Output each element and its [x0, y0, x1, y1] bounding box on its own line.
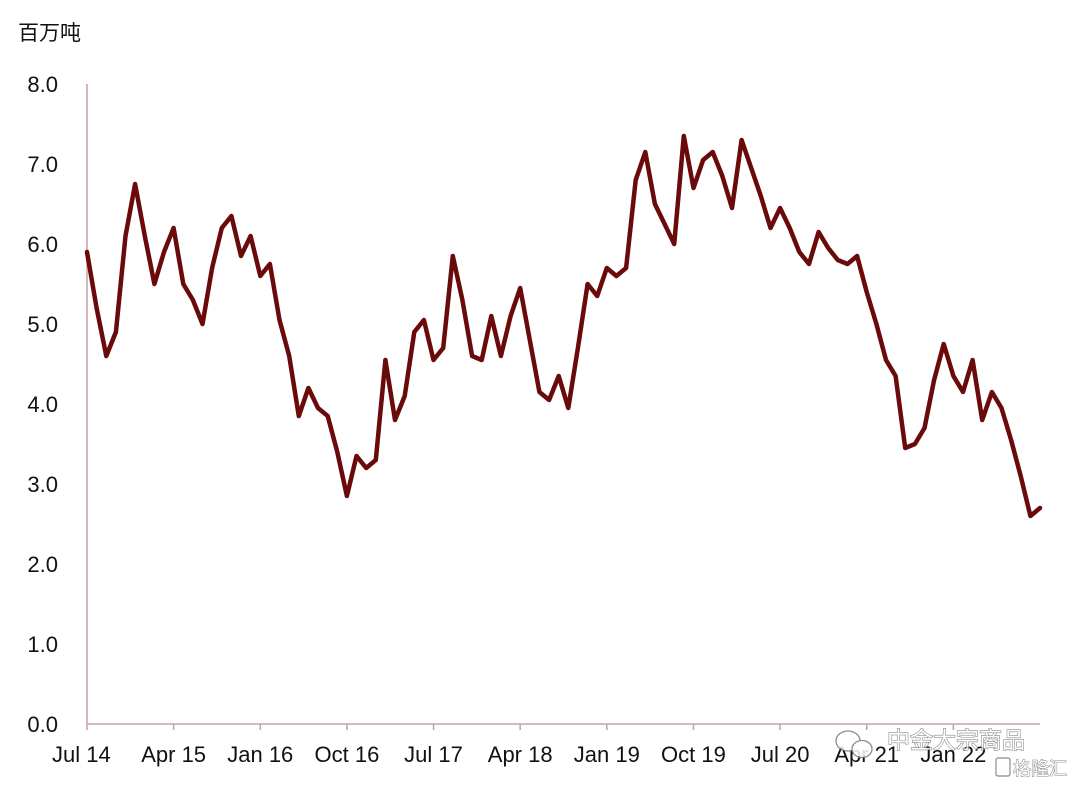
- watermark: 中金大宗商品 格隆汇: [835, 727, 1068, 781]
- y-tick-label: 5.0: [27, 312, 58, 337]
- y-tick-label: 3.0: [27, 472, 58, 497]
- y-axis-unit-label: 百万吨: [18, 21, 81, 45]
- y-tick-label: 8.0: [27, 72, 58, 97]
- y-tick-label: 1.0: [27, 632, 58, 657]
- y-axis-ticks: 0.0 1.0 2.0 3.0 4.0 5.0 6.0 7.0 8.0: [27, 72, 58, 737]
- x-tick-label: Jul 14: [52, 742, 111, 767]
- x-tick-label: Jul 17: [404, 742, 463, 767]
- watermark-site-name: 格隆汇: [1013, 759, 1067, 780]
- x-tick-label: Jan 22: [920, 742, 986, 767]
- x-tick-label: Apr 15: [141, 742, 206, 767]
- y-tick-label: 6.0: [27, 232, 58, 257]
- y-tick-label: 4.0: [27, 392, 58, 417]
- x-tick-label: Jul 20: [751, 742, 810, 767]
- x-tick-label: Jan 19: [574, 742, 640, 767]
- series-line: [84, 133, 1043, 519]
- wechat-logo-icon: [835, 730, 873, 759]
- y-tick-label: 7.0: [27, 152, 58, 177]
- x-axis-ticks: Jul 14 Apr 15 Jan 16 Oct 16 Jul 17 Apr 18 Jan …: [52, 724, 986, 767]
- y-tick-label: 0.0: [27, 712, 58, 737]
- x-tick-label: Oct 19: [661, 742, 726, 767]
- x-tick-label: Oct 16: [315, 742, 380, 767]
- x-tick-label: Apr 18: [488, 742, 553, 767]
- x-tick-label: Jan 16: [227, 742, 293, 767]
- gelonghui-logo-icon: [995, 757, 1011, 777]
- y-tick-label: 2.0: [27, 552, 58, 577]
- watermark-channel-name: 中金大宗商品: [887, 728, 1025, 754]
